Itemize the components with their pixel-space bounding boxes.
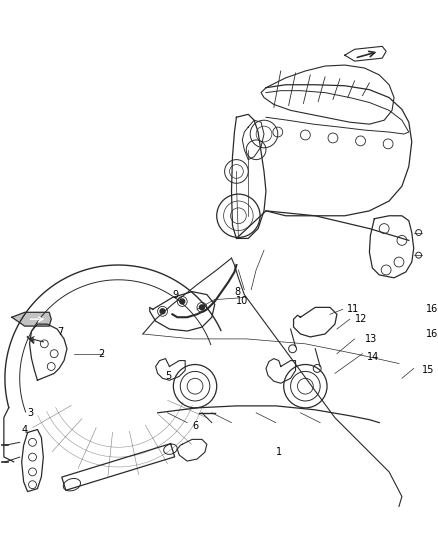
Text: 2: 2 — [99, 349, 105, 359]
Text: 16: 16 — [426, 304, 438, 314]
Text: 8: 8 — [234, 287, 240, 297]
Circle shape — [160, 309, 165, 314]
Text: 14: 14 — [367, 352, 380, 361]
Text: 5: 5 — [166, 372, 172, 381]
Text: 15: 15 — [422, 366, 434, 375]
Text: 6: 6 — [192, 421, 198, 431]
Text: 4: 4 — [21, 424, 28, 434]
Text: 1: 1 — [276, 447, 282, 457]
Text: 16: 16 — [426, 329, 438, 339]
Text: 7: 7 — [57, 327, 64, 337]
Circle shape — [199, 305, 205, 310]
Text: 11: 11 — [347, 304, 359, 314]
Text: 13: 13 — [364, 334, 377, 344]
Text: 12: 12 — [355, 314, 367, 324]
Polygon shape — [12, 312, 51, 326]
Text: 3: 3 — [28, 408, 34, 418]
Text: 9: 9 — [173, 289, 179, 300]
Circle shape — [180, 299, 185, 304]
Text: 10: 10 — [237, 296, 249, 306]
